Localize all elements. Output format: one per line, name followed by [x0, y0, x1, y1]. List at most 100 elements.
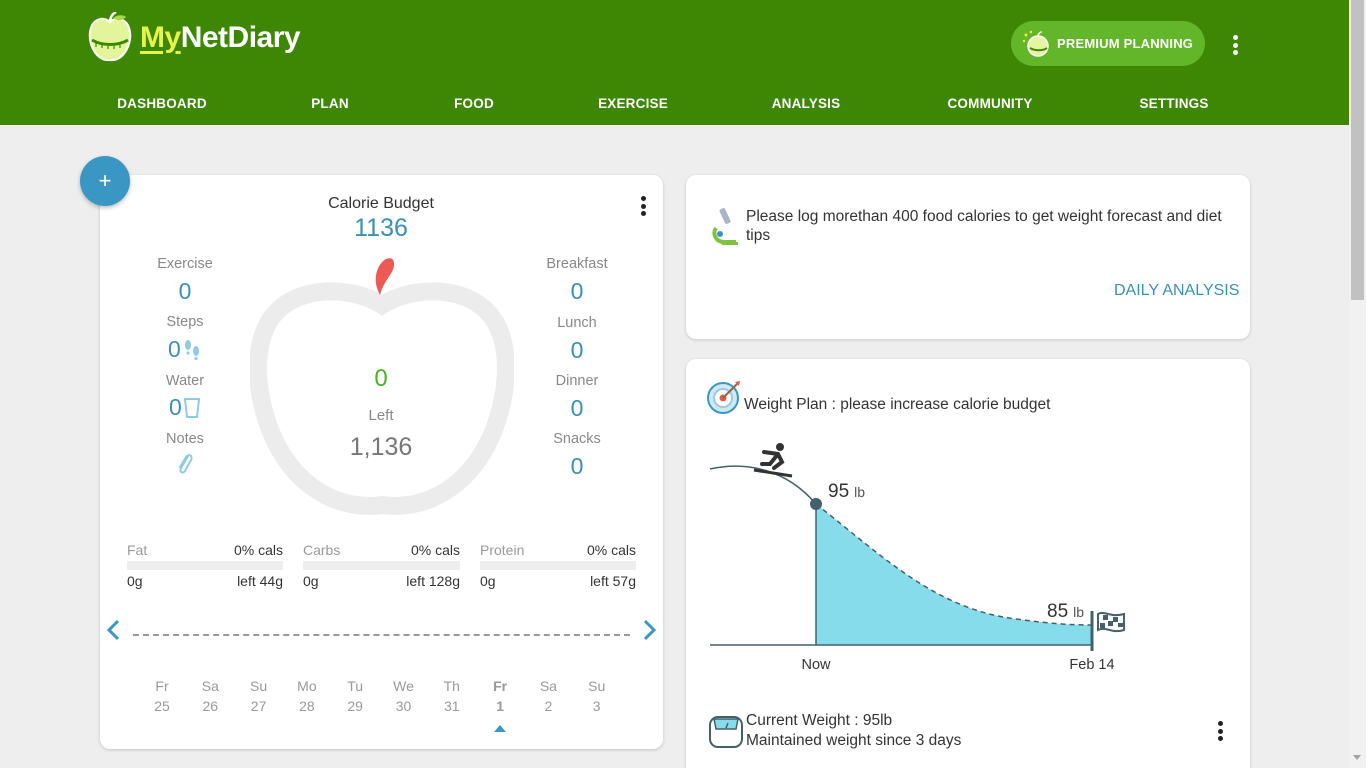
target-weight-value: 85 [1047, 601, 1069, 622]
day-item[interactable]: Sa 26 [195, 676, 225, 716]
day-date: 2 [544, 698, 553, 714]
more-menu-icon[interactable] [1226, 33, 1244, 57]
day-item[interactable]: Sa 2 [533, 676, 563, 716]
day-date: 26 [202, 698, 219, 714]
target-weight-unit: lb [1073, 604, 1085, 620]
target-icon [707, 381, 740, 414]
current-weight-text: Current Weight : 95lb [746, 712, 893, 729]
app-header: MyNetDiary PREMIUM PLANNING DASHBOARD PL… [0, 0, 1349, 125]
current-weight-unit: lb [854, 484, 866, 500]
footsteps-icon [184, 339, 199, 360]
macro-protein-pct: 0% cals [586, 542, 636, 558]
premium-planning-button[interactable]: PREMIUM PLANNING [1011, 21, 1205, 66]
apple-leaf-marker [375, 258, 395, 295]
snacks-label: Snacks [553, 431, 601, 447]
nav-community[interactable]: COMMUNITY [947, 96, 1033, 111]
skier-icon [753, 443, 793, 478]
breakfast-value[interactable]: 0 [570, 278, 584, 304]
day-of-week: Tu [347, 678, 364, 694]
macro-protein-grams: 0g [480, 573, 496, 589]
paperclip-icon[interactable] [175, 450, 195, 476]
day-of-week: We [393, 678, 414, 694]
current-weight-point [810, 498, 822, 510]
day-date: 29 [347, 698, 363, 714]
microscope-icon [712, 208, 738, 245]
left-calories-value: 1,136 [349, 433, 413, 461]
steps-entry[interactable]: 0 [168, 336, 202, 363]
calorie-budget-value[interactable]: 1136 [354, 214, 408, 242]
calorie-budget-title: Calorie Budget [328, 195, 434, 212]
scale-icon [709, 716, 743, 748]
nav-analysis[interactable]: ANALYSIS [771, 96, 841, 111]
dinner-label: Dinner [555, 373, 599, 389]
day-of-week: Mo [297, 678, 317, 694]
day-date: 1 [496, 698, 504, 714]
macro-protein-bar [480, 561, 636, 570]
nav-food[interactable]: FOOD [454, 96, 494, 111]
selected-day-indicator-icon [494, 725, 506, 732]
macro-carbs-pct: 0% cals [410, 542, 460, 558]
macro-fat-bar [127, 561, 283, 570]
macro-carbs-label: Carbs [303, 542, 341, 558]
nav-settings[interactable]: SETTINGS [1139, 96, 1209, 111]
day-item[interactable]: We 30 [389, 676, 419, 716]
chevron-left-icon[interactable] [104, 618, 122, 642]
macro-protein-left: left 57g [590, 573, 636, 589]
nav-dashboard[interactable]: DASHBOARD [117, 96, 207, 111]
add-entry-button[interactable]: + [80, 156, 130, 206]
day-of-week: Sa [201, 678, 219, 694]
day-item[interactable]: Mo 28 [292, 676, 322, 716]
daily-analysis-link[interactable]: DAILY ANALYSIS [1114, 282, 1240, 299]
forecast-area [816, 504, 1092, 645]
finish-flag-icon [1097, 611, 1125, 633]
water-entry[interactable]: 0 [169, 394, 201, 421]
calorie-card-menu-icon[interactable] [639, 196, 647, 216]
lunch-label: Lunch [557, 315, 597, 331]
day-of-week: Th [443, 678, 460, 694]
exercise-label: Exercise [157, 256, 213, 272]
day-of-week: Fr [155, 678, 169, 694]
day-date: 28 [299, 698, 315, 714]
center-calories-value: 0 [374, 365, 388, 392]
dinner-value[interactable]: 0 [570, 395, 584, 421]
day-item[interactable]: Th 31 [437, 676, 467, 716]
day-of-week: Sa [539, 678, 557, 694]
weight-plan-text: Weight Plan : please increase calorie bu… [744, 396, 1051, 413]
day-item[interactable]: Fr 25 [147, 676, 177, 716]
day-timeline [133, 634, 630, 636]
day-item[interactable]: Tu 29 [340, 676, 370, 716]
premium-apple-icon [1022, 30, 1049, 57]
exercise-value[interactable]: 0 [178, 278, 192, 304]
water-glass-icon [183, 397, 200, 418]
day-item[interactable]: Fr 1 [485, 676, 515, 716]
apple-progress-ring [250, 258, 514, 515]
scroll-down-arrow-icon[interactable] [1353, 755, 1361, 760]
lunch-value[interactable]: 0 [570, 337, 584, 363]
macro-carbs-grams: 0g [303, 573, 319, 589]
logo[interactable]: MyNetDiary [86, 12, 301, 64]
weight-plan-card: Weight Plan : please increase calorie bu… [686, 359, 1250, 768]
day-date: 3 [592, 698, 601, 714]
day-of-week: Su [588, 678, 606, 694]
macro-protein-label: Protein [480, 542, 525, 558]
breakfast-label: Breakfast [546, 256, 608, 272]
nav-exercise[interactable]: EXERCISE [598, 96, 668, 111]
x-label-now: Now [801, 657, 831, 673]
main-nav: DASHBOARD PLAN FOOD EXERCISE ANALYSIS CO… [0, 96, 1349, 116]
forecast-curve [815, 503, 1093, 626]
day-item[interactable]: Su 3 [582, 676, 612, 716]
target-weight-label: 85 lb [1047, 601, 1084, 623]
chevron-right-icon[interactable] [641, 618, 659, 642]
notes-label: Notes [166, 431, 204, 447]
analysis-message: Please log morethan 400 food calories to… [746, 208, 1222, 244]
day-date: 31 [444, 698, 460, 714]
weight-forecast-chart [709, 465, 1094, 651]
day-item[interactable]: Su 27 [244, 676, 274, 716]
nav-plan[interactable]: PLAN [311, 96, 349, 111]
weight-card-menu-icon[interactable] [1216, 721, 1224, 741]
snacks-value[interactable]: 0 [570, 453, 584, 479]
scrollbar-thumb[interactable] [1351, 0, 1364, 300]
x-label-end: Feb 14 [1069, 657, 1115, 673]
daily-analysis-card: Please log morethan 400 food calories to… [686, 175, 1250, 339]
macro-carbs-bar [303, 561, 460, 570]
